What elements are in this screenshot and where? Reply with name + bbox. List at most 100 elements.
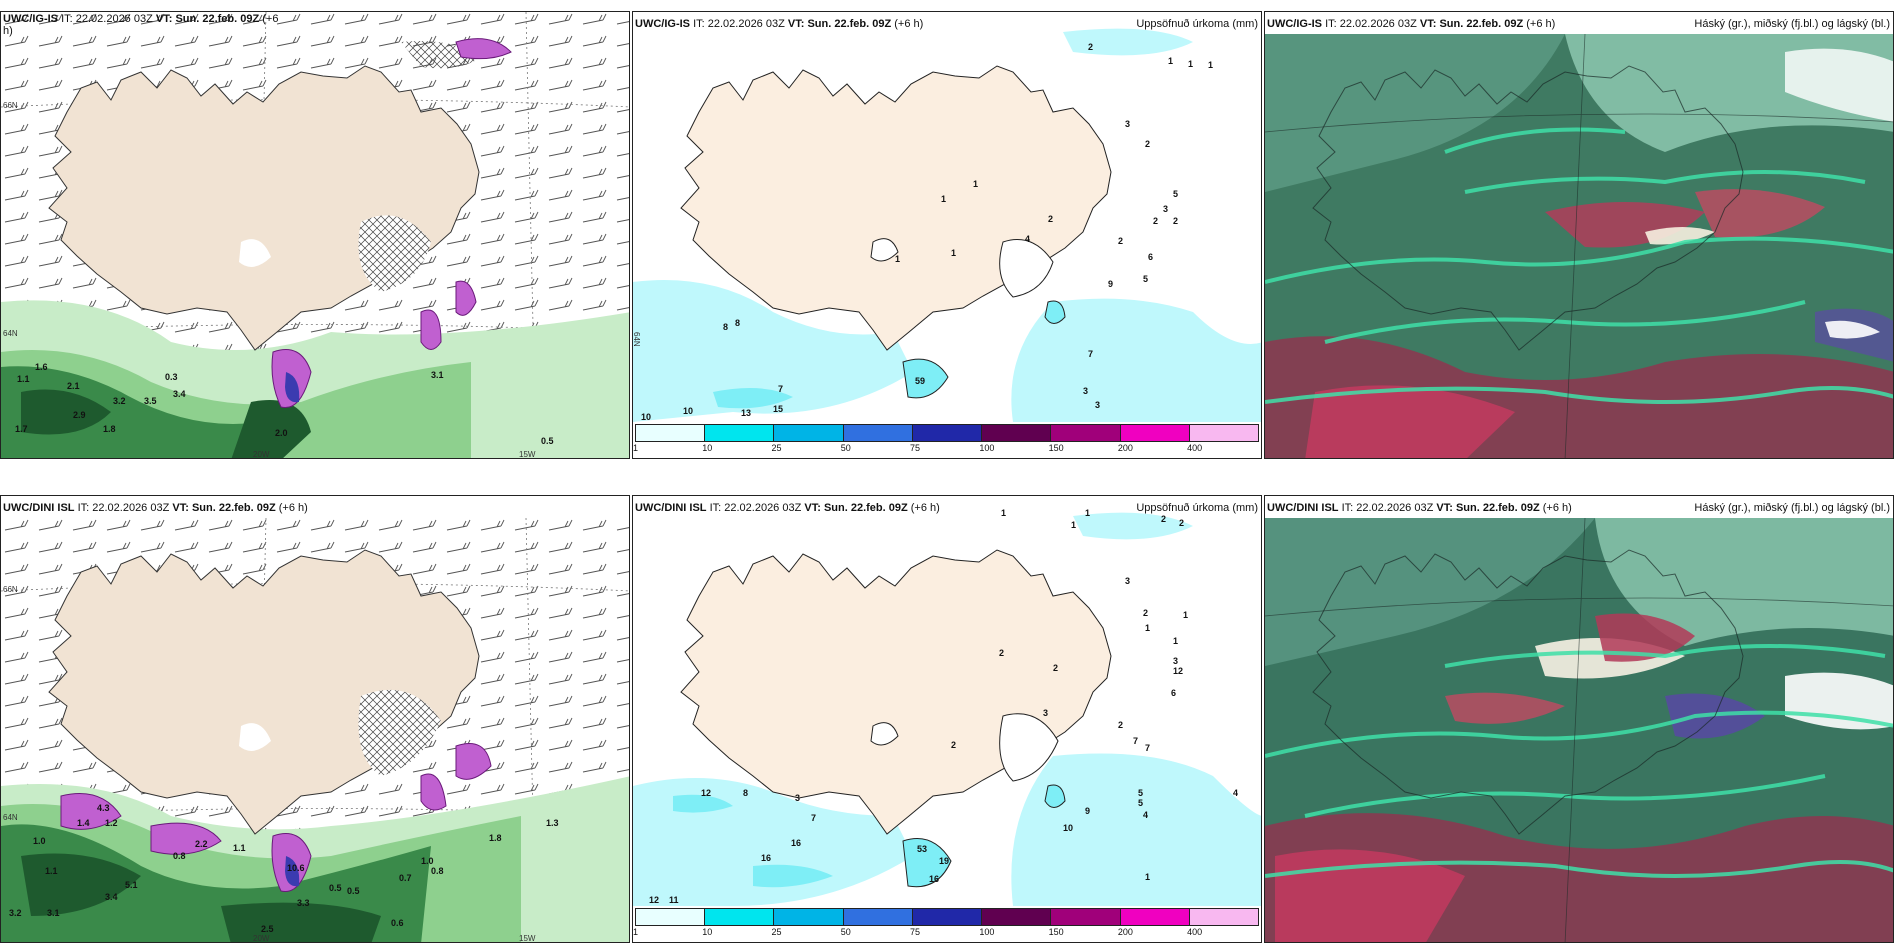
svg-text:64N: 64N <box>633 332 641 347</box>
svg-text:0.8: 0.8 <box>431 866 444 876</box>
svg-text:11: 11 <box>669 895 679 905</box>
svg-text:2.0: 2.0 <box>275 428 288 438</box>
panel-header: UWC/IG-IS IT: 22.02.2026 03Z VT: Sun. 22… <box>3 13 279 37</box>
legend-swatch <box>705 909 775 925</box>
svg-text:2: 2 <box>1153 216 1158 226</box>
legend-tick: 150 <box>1048 443 1064 453</box>
svg-text:2.5: 2.5 <box>261 924 274 934</box>
svg-text:1.0: 1.0 <box>421 856 434 866</box>
svg-text:6: 6 <box>1171 688 1176 698</box>
svg-text:3.1: 3.1 <box>431 370 444 380</box>
svg-text:3: 3 <box>1095 400 1100 410</box>
svg-text:20W: 20W <box>253 934 270 943</box>
legend-swatch <box>912 909 983 925</box>
legend-swatch <box>1189 909 1258 925</box>
svg-text:9: 9 <box>1108 279 1113 289</box>
svg-text:4: 4 <box>1143 810 1148 820</box>
panel-header: UWC/IG-IS IT: 22.02.2026 03Z VT: Sun. 22… <box>1267 18 1556 30</box>
legend-tick: 25 <box>771 927 782 937</box>
legend-tick: 50 <box>840 927 851 937</box>
svg-text:0.5: 0.5 <box>329 883 342 893</box>
svg-text:10: 10 <box>641 412 651 422</box>
legend-tick: 50 <box>840 443 851 453</box>
svg-text:1.1: 1.1 <box>17 374 30 384</box>
svg-text:1.0: 1.0 <box>33 836 46 846</box>
panel-ig-wind-precip: UWC/IG-IS IT: 22.02.2026 03Z VT: Sun. 22… <box>0 11 630 459</box>
svg-text:15W: 15W <box>519 450 536 459</box>
svg-text:16: 16 <box>761 853 771 863</box>
svg-text:3: 3 <box>1163 204 1168 214</box>
legend-tick: 10 <box>702 927 713 937</box>
panel-ig-accum-precip: UWC/IG-IS IT: 22.02.2026 03Z VT: Sun. 22… <box>632 11 1262 459</box>
svg-text:5.1: 5.1 <box>125 880 138 890</box>
svg-text:4.3: 4.3 <box>97 803 110 813</box>
legend-swatch <box>774 909 844 925</box>
svg-text:2: 2 <box>1143 608 1148 618</box>
svg-text:2: 2 <box>1088 42 1093 52</box>
panel-dini-accum-precip: UWC/DINI ISL IT: 22.02.2026 03Z VT: Sun.… <box>632 495 1262 943</box>
svg-text:5: 5 <box>1138 788 1143 798</box>
svg-text:15: 15 <box>773 404 783 414</box>
svg-text:0.3: 0.3 <box>165 372 178 382</box>
svg-text:1.1: 1.1 <box>233 843 246 853</box>
cloud-cover-map <box>1265 517 1893 942</box>
svg-text:7: 7 <box>1088 349 1093 359</box>
legend-tick: 75 <box>910 927 921 937</box>
svg-text:4: 4 <box>1233 788 1238 798</box>
svg-text:1.4: 1.4 <box>77 818 90 828</box>
svg-text:2: 2 <box>1161 514 1166 524</box>
legend-swatch <box>982 425 1052 441</box>
svg-text:3: 3 <box>1083 386 1088 396</box>
legend-swatch <box>1120 425 1190 441</box>
wind-precip-map: 1.6 2.1 1.1 3.2 3.5 2.9 3.4 1.7 1.8 0.3 … <box>1 12 629 459</box>
svg-text:6: 6 <box>1148 252 1153 262</box>
svg-text:7: 7 <box>811 813 816 823</box>
svg-text:10: 10 <box>683 406 693 416</box>
legend-tick: 100 <box>979 927 995 937</box>
precip-legend: 1 10 25 50 75 100 150 200 400 <box>633 424 1259 456</box>
svg-text:7: 7 <box>1133 736 1138 746</box>
legend-swatch <box>636 909 706 925</box>
svg-text:1: 1 <box>973 179 978 189</box>
legend-tick: 1 <box>633 927 639 937</box>
svg-text:2: 2 <box>1048 214 1053 224</box>
panel-header: UWC/DINI ISL IT: 22.02.2026 03Z VT: Sun.… <box>635 502 940 514</box>
svg-text:5: 5 <box>1138 798 1143 808</box>
svg-text:1: 1 <box>941 194 946 204</box>
svg-text:1: 1 <box>1001 508 1006 518</box>
panel-dini-cloud-cover: UWC/DINI ISL IT: 22.02.2026 03Z VT: Sun.… <box>1264 495 1894 943</box>
svg-text:1.2: 1.2 <box>105 818 118 828</box>
svg-text:3.4: 3.4 <box>105 892 118 902</box>
svg-text:2: 2 <box>1179 518 1184 528</box>
svg-text:2: 2 <box>1118 236 1123 246</box>
svg-text:7: 7 <box>1145 743 1150 753</box>
svg-text:2: 2 <box>1053 663 1058 673</box>
legend-swatch <box>843 909 913 925</box>
svg-text:1: 1 <box>1145 623 1150 633</box>
svg-text:12: 12 <box>649 895 659 905</box>
svg-text:53: 53 <box>917 844 927 854</box>
svg-text:2: 2 <box>999 648 1004 658</box>
legend-tick: 1 <box>633 443 639 453</box>
svg-text:9: 9 <box>1085 806 1090 816</box>
svg-text:3.1: 3.1 <box>47 908 60 918</box>
cloud-cover-map <box>1265 33 1893 458</box>
svg-text:2.2: 2.2 <box>195 839 208 849</box>
svg-text:3: 3 <box>1043 708 1048 718</box>
svg-text:16: 16 <box>791 838 801 848</box>
legend-swatch <box>774 425 844 441</box>
field-title: Uppsöfnuð úrkoma (mm) <box>1136 502 1258 514</box>
svg-text:0.6: 0.6 <box>391 918 404 928</box>
svg-text:1.1: 1.1 <box>45 866 58 876</box>
svg-text:1: 1 <box>1188 59 1193 69</box>
svg-text:3.5: 3.5 <box>144 396 157 406</box>
svg-text:0.7: 0.7 <box>399 873 412 883</box>
field-title: Háský (gr.), miðský (fj.bl.) og lágský (… <box>1694 502 1890 514</box>
legend-tick: 200 <box>1117 443 1133 453</box>
legend-swatch <box>1051 425 1121 441</box>
svg-text:1.3: 1.3 <box>546 818 559 828</box>
svg-text:1.8: 1.8 <box>103 424 116 434</box>
svg-text:1: 1 <box>1173 636 1178 646</box>
svg-text:10.6: 10.6 <box>287 863 305 873</box>
field-title: Uppsöfnuð úrkoma (mm) <box>1136 18 1258 30</box>
